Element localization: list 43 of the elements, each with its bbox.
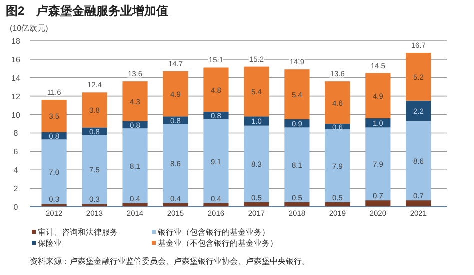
bar <box>42 140 67 204</box>
bar <box>366 128 391 201</box>
bar <box>406 121 432 201</box>
y-tick-label: 0 <box>14 203 19 212</box>
bar <box>325 130 350 202</box>
bar <box>82 92 108 128</box>
bar <box>406 100 432 122</box>
legend-label: 银行业（包含银行的基金业务） <box>157 228 270 237</box>
bar <box>406 200 432 207</box>
bar <box>122 128 148 204</box>
bar <box>284 128 310 202</box>
legend-label: 基金业（不包含银行的基金业务） <box>158 239 278 248</box>
y-tick-label: 12 <box>12 92 21 102</box>
bar <box>163 71 188 117</box>
bar <box>366 200 391 207</box>
y-tick-label: 2 <box>14 184 19 194</box>
bar <box>42 204 67 207</box>
bar <box>163 124 188 204</box>
y-tick-label: 10 <box>12 110 21 120</box>
bar <box>244 116 270 126</box>
y-tick-label: 14 <box>12 74 21 83</box>
y-tick-label: 8 <box>14 129 19 138</box>
bar <box>325 82 350 124</box>
legend-label: 保险业 <box>38 239 62 248</box>
y-tick-label: 18 <box>12 37 21 46</box>
bar <box>244 126 270 202</box>
y-axis-title: (10亿欧元) <box>10 24 49 33</box>
y-tick-label: 16 <box>12 55 21 64</box>
bar <box>284 70 310 120</box>
bar <box>204 119 229 204</box>
bar <box>204 68 229 112</box>
bar <box>42 100 67 132</box>
text: 资料来源：卢森堡金融行业监管委员会、卢森堡银行业协会、卢森堡中央银行。 <box>30 257 310 266</box>
legend-label: 审计、咨询和法律服务 <box>38 228 118 237</box>
y-tick-label: 4 <box>14 166 19 176</box>
bar <box>82 135 108 204</box>
bar <box>82 204 108 207</box>
bar <box>244 66 270 117</box>
y-tick-label: 6 <box>14 148 19 157</box>
bar <box>366 73 391 118</box>
bar <box>122 82 148 122</box>
chart-title: 图2 卢森堡金融服务业增加值 <box>6 4 169 18</box>
bar <box>406 52 432 101</box>
